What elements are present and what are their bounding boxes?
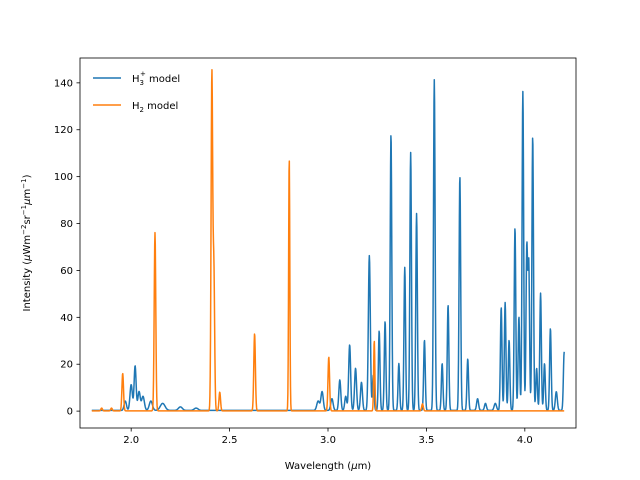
y-tick-label: 80: [60, 219, 73, 230]
y-axis-label: Intensity (μWm−2sr−1μm−1): [20, 174, 33, 311]
x-tick-label: 3.0: [320, 435, 336, 446]
y-tick-label: 0: [67, 407, 73, 418]
y-axis-ticks: 0 20 40 60 80 100 120 140: [54, 78, 80, 418]
y-tick-label: 40: [60, 313, 73, 324]
series-line-h2: [91, 69, 565, 412]
x-tick-label: 3.5: [418, 435, 434, 446]
y-tick-label: 20: [60, 360, 73, 371]
x-tick-label: 4.0: [517, 435, 533, 446]
y-tick-label: 60: [60, 266, 73, 277]
legend: H3+ model H2 model: [93, 70, 180, 114]
x-axis-label: Wavelength (μm): [285, 461, 372, 472]
x-tick-label: 2.5: [222, 435, 238, 446]
y-tick-label: 120: [54, 125, 73, 136]
series-layer: [91, 69, 565, 412]
legend-label-h2: H2 model: [132, 101, 178, 114]
x-axis-ticks: 2.0 2.5 3.0 3.5 4.0: [123, 428, 533, 446]
y-tick-label: 140: [54, 78, 73, 89]
legend-label-h3plus: H3+ model: [132, 70, 180, 87]
x-tick-label: 2.0: [123, 435, 139, 446]
y-tick-label: 100: [54, 172, 73, 183]
